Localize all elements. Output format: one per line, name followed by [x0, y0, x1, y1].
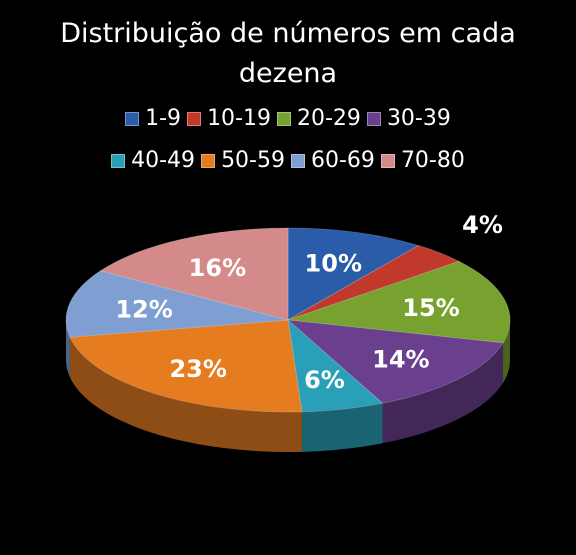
pie-data-label: 12% — [115, 296, 172, 324]
chart-title-line-1: Distribuição de números em cada — [60, 18, 516, 49]
legend-swatch — [380, 153, 395, 168]
pie-slice-side — [382, 342, 504, 444]
legend-item: 60-69 — [291, 148, 375, 173]
pie-slice-70-80 — [99, 227, 289, 321]
pie-slice-side — [503, 320, 510, 383]
legend-label: 50-59 — [221, 148, 285, 173]
legend-swatch — [291, 153, 305, 168]
legend-label: 20-29 — [297, 106, 361, 131]
pie-data-label: 4% — [462, 211, 503, 239]
legend-swatch — [187, 111, 202, 126]
legend-item: 10-19 — [187, 106, 271, 131]
legend-row-1: 1-9 10-19 20-29 30-39 — [0, 106, 576, 131]
pie-top — [65, 227, 511, 413]
legend-swatch — [277, 111, 291, 126]
pie-data-label: 10% — [305, 249, 362, 277]
legend-row-2: 40-49 50-59 60-69 70-80 — [0, 148, 576, 173]
legend-label: 60-69 — [311, 148, 375, 173]
pie-data-label: 23% — [169, 355, 226, 383]
legend-label: 30-39 — [386, 106, 451, 131]
legend-swatch — [125, 111, 140, 126]
pie-slice-side — [69, 337, 302, 452]
legend-swatch — [111, 153, 126, 168]
legend-item: 70-80 — [380, 148, 465, 173]
pie-slice-40-49 — [287, 318, 384, 413]
legend-swatch — [366, 111, 381, 126]
pie-slice-50-59 — [69, 319, 303, 413]
pie-slice-10-19 — [287, 245, 461, 321]
legend-swatch — [201, 153, 216, 168]
legend-label: 40-49 — [131, 148, 196, 173]
legend-label: 10-19 — [207, 106, 271, 131]
pie-slice-1-9 — [287, 227, 420, 321]
pie-slice-side — [66, 320, 70, 378]
pie-slice-20-29 — [287, 260, 511, 344]
pie-data-label: 16% — [189, 254, 246, 282]
legend-item: 50-59 — [201, 148, 285, 173]
pie-data-label: 14% — [372, 346, 429, 374]
legend-item: 40-49 — [111, 148, 195, 173]
pie-slice-60-69 — [65, 270, 289, 338]
legend-label: 70-80 — [400, 148, 465, 173]
legend-item: 1-9 — [125, 106, 181, 131]
pie-labels: 10% 4% 15% 14% 6% 23% 12% 16% — [115, 211, 503, 394]
pie-data-label: 6% — [304, 366, 345, 394]
pie-data-label: 15% — [402, 294, 459, 322]
legend-item: 20-29 — [277, 106, 361, 131]
chart-title: Distribuição de números em cada dezena — [0, 14, 576, 94]
legend-item: 30-39 — [366, 106, 451, 131]
pie-slice-side — [301, 403, 383, 452]
chart-title-line-2: dezena — [238, 58, 338, 89]
legend-label: 1-9 — [145, 106, 182, 131]
pie-slice-30-39 — [286, 319, 504, 404]
pie-sides — [66, 320, 510, 452]
